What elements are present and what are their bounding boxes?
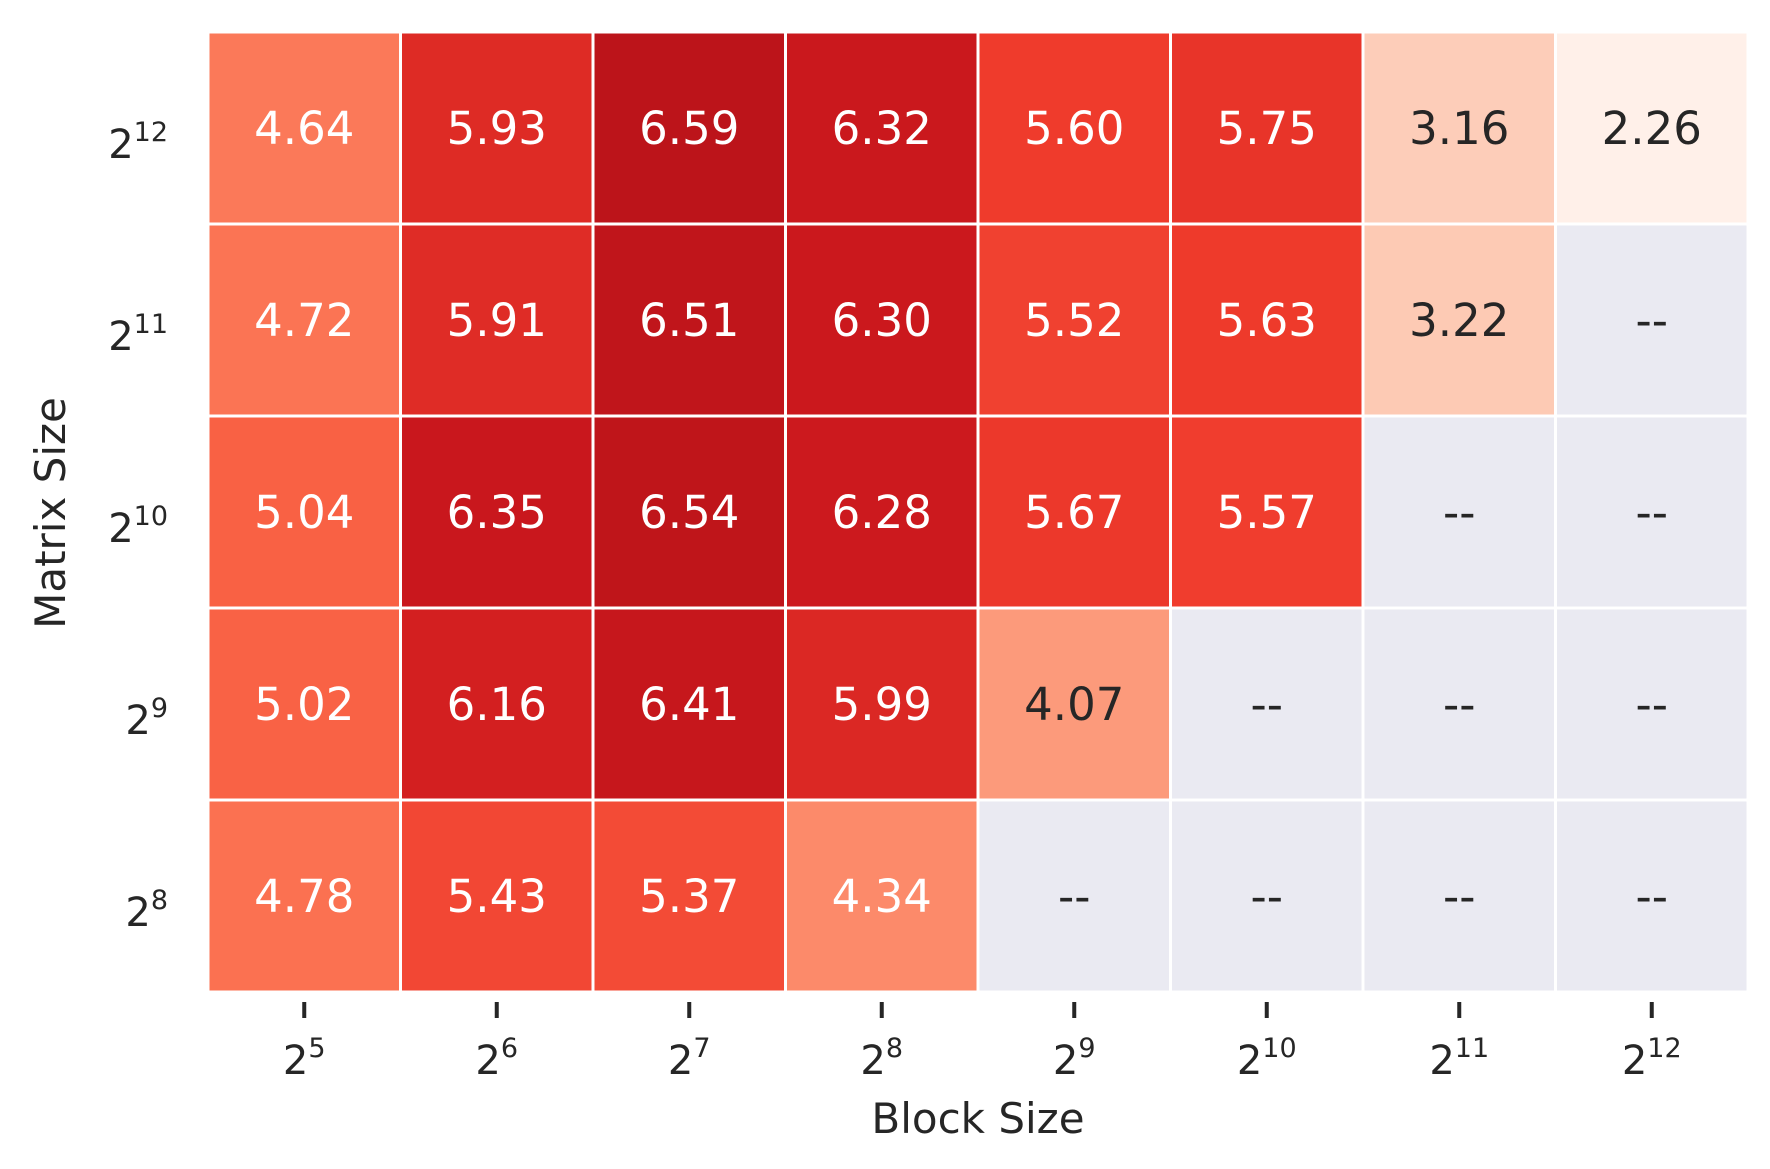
- x-tick-label: 211: [1429, 1033, 1489, 1084]
- heatmap-cell: [209, 801, 399, 991]
- heatmap-cell-label: 5.60: [1024, 102, 1124, 155]
- y-axis-title: Matrix Size: [26, 397, 75, 629]
- heatmap-cell-label: --: [1251, 870, 1283, 923]
- heatmap-cells: 4.64 5.93 6.59 6.32 5.60 5.75 3.16 2.26 4.72 5.91…: [209, 33, 1747, 991]
- heatmap-cell: [1364, 609, 1554, 799]
- heatmap-cell: [787, 225, 977, 415]
- heatmap-cell: [402, 417, 592, 607]
- heatmap-cell: [787, 609, 977, 799]
- x-tick-label: 29: [1053, 1033, 1096, 1084]
- heatmap-cell: [402, 609, 592, 799]
- heatmap-cell-label: 6.30: [832, 294, 932, 347]
- heatmap-cell-label: 5.67: [1024, 486, 1124, 539]
- y-axis: 212 211 210 29 28: [108, 117, 168, 936]
- heatmap-cell: [594, 801, 784, 991]
- heatmap-cell-label: 6.35: [447, 486, 547, 539]
- y-tick-label: 211: [108, 309, 168, 360]
- heatmap-cell-label: 3.16: [1409, 102, 1509, 155]
- y-tick-label: 210: [108, 501, 168, 552]
- x-axis-title: Block Size: [871, 1094, 1084, 1143]
- heatmap-cell-label: 5.43: [447, 870, 547, 923]
- heatmap-cell-label: --: [1636, 294, 1668, 347]
- heatmap-cell-label: --: [1058, 870, 1090, 923]
- heatmap-cell: [594, 609, 784, 799]
- heatmap-cell: [1364, 801, 1554, 991]
- y-tick-label: 29: [125, 693, 168, 744]
- x-tick-label: 28: [860, 1033, 903, 1084]
- heatmap-cell-label: 4.78: [254, 870, 354, 923]
- x-tick-label: 210: [1237, 1033, 1297, 1084]
- heatmap-cell: [594, 417, 784, 607]
- heatmap-cell: [209, 33, 399, 223]
- heatmap-cell: [979, 33, 1169, 223]
- heatmap-cell: [1172, 225, 1362, 415]
- heatmap-cell-label: 4.07: [1024, 678, 1124, 731]
- heatmap-cell: [209, 417, 399, 607]
- heatmap-cell: [594, 225, 784, 415]
- heatmap-cell: [594, 33, 784, 223]
- heatmap-cell-label: 4.34: [832, 870, 932, 923]
- heatmap-cell: [787, 801, 977, 991]
- y-tick-label: 212: [108, 117, 168, 168]
- heatmap-cell: [1172, 609, 1362, 799]
- heatmap-cell-label: 5.93: [447, 102, 547, 155]
- heatmap-cell: [787, 417, 977, 607]
- y-tick-label: 28: [125, 885, 168, 936]
- x-tick-label: 212: [1622, 1033, 1682, 1084]
- heatmap-cell-label: 6.28: [832, 486, 932, 539]
- heatmap-cell: [1364, 33, 1554, 223]
- heatmap-cell: [402, 33, 592, 223]
- x-tick-label: 25: [283, 1033, 326, 1084]
- heatmap-cell: [1172, 417, 1362, 607]
- heatmap-cell-label: 5.63: [1217, 294, 1317, 347]
- heatmap-cell: [1364, 225, 1554, 415]
- heatmap-cell-label: --: [1443, 870, 1475, 923]
- heatmap-cell: [209, 609, 399, 799]
- heatmap-cell: [1557, 609, 1747, 799]
- heatmap-cell: [787, 33, 977, 223]
- x-tick-label: 26: [475, 1033, 518, 1084]
- heatmap-cell: [402, 225, 592, 415]
- heatmap-cell: [1364, 417, 1554, 607]
- heatmap-cell-label: 5.57: [1217, 486, 1317, 539]
- heatmap-cell-label: 4.64: [254, 102, 354, 155]
- heatmap-cell-label: 6.51: [639, 294, 739, 347]
- heatmap-cell-label: 5.91: [447, 294, 547, 347]
- heatmap-cell-label: --: [1636, 486, 1668, 539]
- heatmap-cell-label: 6.54: [639, 486, 739, 539]
- heatmap-cell: [1557, 33, 1747, 223]
- heatmap-cell-label: 5.02: [254, 678, 354, 731]
- heatmap-cell-label: 2.26: [1602, 102, 1702, 155]
- heatmap-cell: [979, 609, 1169, 799]
- heatmap-cell-label: 6.32: [832, 102, 932, 155]
- heatmap-cell-label: 6.16: [447, 678, 547, 731]
- heatmap-cell: [979, 417, 1169, 607]
- heatmap-cell-label: 5.37: [639, 870, 739, 923]
- heatmap-cell-label: 6.41: [639, 678, 739, 731]
- heatmap-cell-label: 4.72: [254, 294, 354, 347]
- heatmap-cell-label: --: [1443, 678, 1475, 731]
- heatmap-cell: [1557, 801, 1747, 991]
- heatmap-cell: [209, 225, 399, 415]
- heatmap-cell: [979, 225, 1169, 415]
- heatmap-cell: [979, 801, 1169, 991]
- x-tick-label: 27: [668, 1033, 711, 1084]
- heatmap-cell-label: --: [1636, 678, 1668, 731]
- heatmap-cell: [1172, 33, 1362, 223]
- heatmap-cell-label: 5.99: [832, 678, 932, 731]
- heatmap-cell-label: --: [1443, 486, 1475, 539]
- heatmap-cell-label: 5.52: [1024, 294, 1124, 347]
- heatmap-cell: [1557, 225, 1747, 415]
- heatmap-cell-label: 5.75: [1217, 102, 1317, 155]
- heatmap-cell: [1172, 801, 1362, 991]
- heatmap-cell: [402, 801, 592, 991]
- heatmap-cell: [1557, 417, 1747, 607]
- x-axis: 25 26 27 28 29 210 211 212: [283, 1002, 1682, 1084]
- heatmap-cell-label: --: [1636, 870, 1668, 923]
- heatmap-cell-label: 3.22: [1409, 294, 1509, 347]
- heatmap-cell-label: --: [1251, 678, 1283, 731]
- heatmap-cell-label: 6.59: [639, 102, 739, 155]
- heatmap-cell-label: 5.04: [254, 486, 354, 539]
